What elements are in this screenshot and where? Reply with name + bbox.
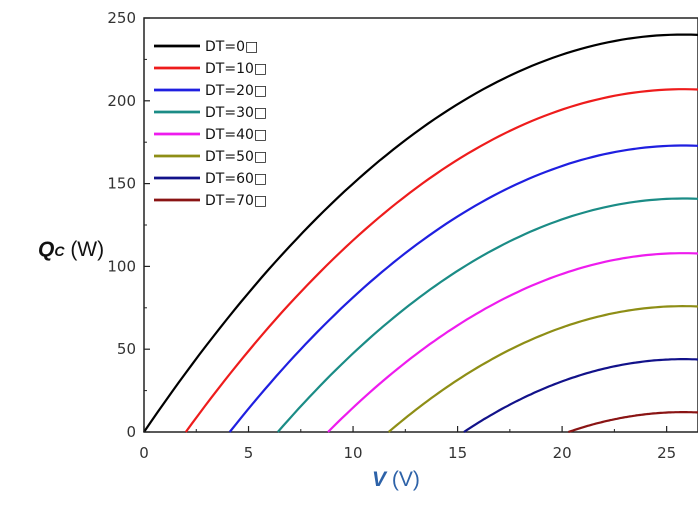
- series-line-4: [327, 252, 698, 433]
- x-tick-label: 15: [448, 444, 467, 462]
- x-tick-label: 10: [344, 444, 363, 462]
- x-tick-label: 5: [244, 444, 254, 462]
- series-line-1: [184, 88, 698, 433]
- legend-label-7: DT=70□: [205, 193, 267, 209]
- y-axis-label: QC (W): [38, 238, 104, 262]
- y-axis-symbol: Q: [38, 238, 55, 261]
- series-line-0: [143, 33, 698, 433]
- legend-label-5: DT=50□: [205, 149, 267, 165]
- y-tick-label: 200: [107, 92, 136, 110]
- y-tick-label: 150: [107, 175, 136, 193]
- x-axis-symbol: V: [372, 468, 387, 491]
- series-line-3: [276, 197, 698, 433]
- y-tick-label: 250: [107, 9, 136, 27]
- legend-label-1: DT=10□: [205, 61, 267, 77]
- x-tick-label: 20: [553, 444, 572, 462]
- legend: DT=0□ DT=10□ DT=20□ DT=30□ DT=40□ DT=50□ DT=60…: [154, 39, 267, 209]
- x-axis-unit: (V): [391, 468, 420, 491]
- y-tick-label: 50: [117, 340, 136, 358]
- x-tick-label: 25: [657, 444, 676, 462]
- y-tick-label: 100: [107, 257, 136, 275]
- series-line-6: [463, 358, 698, 433]
- y-axis-unit: (W): [70, 238, 105, 261]
- x-axis-label: V (V): [372, 468, 420, 492]
- y-tick-label: 0: [126, 423, 136, 441]
- legend-label-4: DT=40□: [205, 127, 267, 143]
- x-tick-label: 0: [139, 444, 149, 462]
- series-line-5: [387, 304, 698, 433]
- legend-label-2: DT=20□: [205, 83, 267, 99]
- legend-label-3: DT=30□: [205, 105, 267, 121]
- series-line-2: [228, 144, 698, 433]
- legend-label-0: DT=0□: [205, 39, 258, 55]
- legend-label-6: DT=60□: [205, 171, 267, 187]
- y-axis-subscript: C: [54, 243, 65, 259]
- series-layer: [143, 33, 698, 434]
- series-line-7: [568, 411, 698, 434]
- plot-area: [143, 17, 698, 433]
